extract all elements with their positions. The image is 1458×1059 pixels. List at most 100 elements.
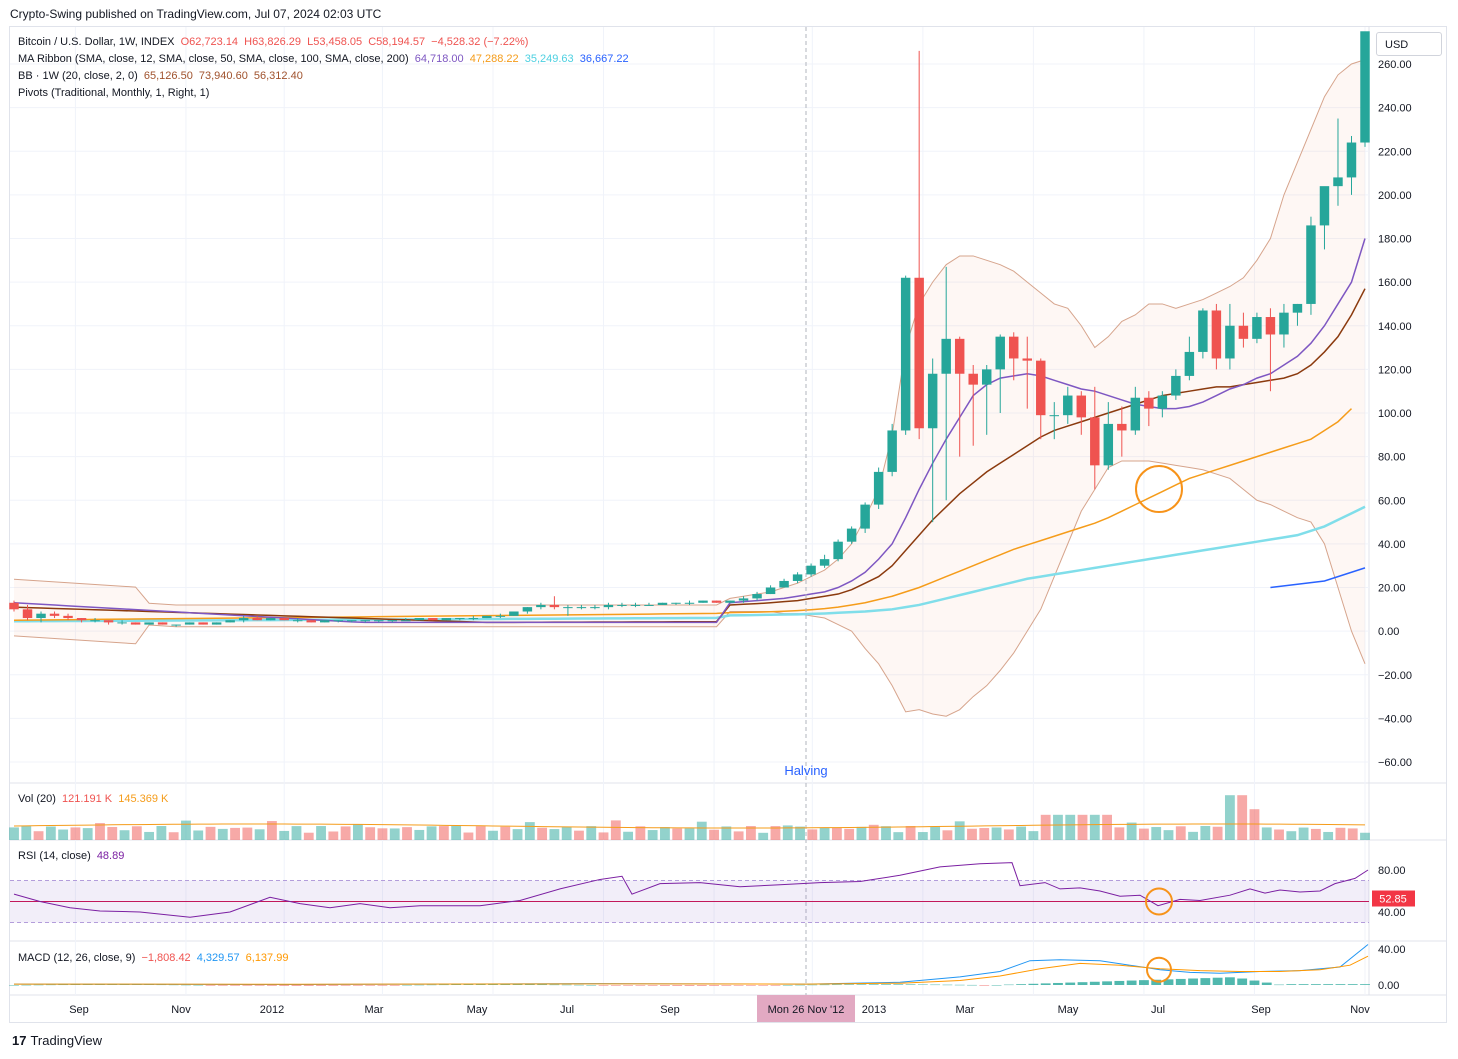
macd-hist-bar-21 bbox=[267, 985, 277, 986]
y-tick-label-0: 260.00 bbox=[1378, 59, 1412, 71]
macd-hist-bar-89 bbox=[1102, 981, 1112, 985]
macd-hist-value: −1,808.42 bbox=[141, 952, 191, 964]
macd-hist-bar-18 bbox=[230, 985, 240, 986]
macd-hist-bar-85 bbox=[1053, 982, 1063, 985]
macd-hist-bar-76 bbox=[942, 984, 953, 986]
candle-body-52 bbox=[711, 600, 722, 603]
macd-hist-bar-87 bbox=[1077, 982, 1088, 985]
macd-hist-bar-52 bbox=[647, 985, 658, 986]
candle-body-59 bbox=[806, 565, 816, 575]
macd-hist-bar-90 bbox=[1114, 980, 1125, 985]
macd-hist-bar-63 bbox=[782, 984, 793, 986]
volume-bar-25 bbox=[316, 826, 326, 840]
candle-body-89 bbox=[1211, 310, 1222, 359]
macd-hist-bar-45 bbox=[561, 984, 572, 986]
volume-bar-98 bbox=[1212, 826, 1223, 840]
y-tick-label-6: 140.00 bbox=[1378, 321, 1412, 333]
volume-bar-32 bbox=[402, 827, 412, 840]
volume-bar-46 bbox=[574, 830, 584, 840]
volume-bar-37 bbox=[463, 832, 474, 840]
volume-bar-93 bbox=[1151, 827, 1162, 840]
published-caption: Crypto-Swing published on TradingView.co… bbox=[10, 7, 382, 21]
candle-body-77 bbox=[1049, 415, 1059, 417]
candle-body-30 bbox=[414, 618, 425, 621]
macd-hist-bar-98 bbox=[1212, 977, 1223, 985]
candle-body-18 bbox=[252, 618, 262, 621]
volume-bar-47 bbox=[586, 826, 597, 840]
candle-body-76 bbox=[1036, 360, 1046, 416]
volume-bar-24 bbox=[303, 832, 314, 840]
x-tick-label-0: Sep bbox=[69, 1004, 89, 1016]
volume-bar-72 bbox=[893, 832, 904, 840]
macd-hist-bar-24 bbox=[303, 985, 314, 986]
chart-frame bbox=[9, 26, 1447, 1023]
volume-bar-33 bbox=[414, 829, 425, 840]
y-tick-label-9: 80.00 bbox=[1378, 452, 1406, 464]
rsi-line bbox=[13, 862, 1369, 918]
volume-bar-71 bbox=[881, 826, 891, 840]
volume-bar-15 bbox=[193, 830, 204, 840]
candle-body-38 bbox=[522, 607, 533, 612]
volume-bar-82 bbox=[1016, 826, 1027, 840]
macd-hist-bar-96 bbox=[1188, 978, 1198, 985]
macd-hist-bar-35 bbox=[438, 984, 449, 986]
legend-open: O62,723.14 bbox=[180, 36, 239, 48]
volume-bar-78 bbox=[967, 828, 977, 840]
macd-hist-bar-75 bbox=[930, 984, 941, 986]
candle-body-47 bbox=[644, 604, 654, 606]
candle-body-57 bbox=[779, 580, 789, 588]
candle-body-51 bbox=[698, 600, 708, 603]
candle-body-70 bbox=[954, 338, 965, 374]
candle-body-9 bbox=[130, 622, 141, 625]
candle-body-32 bbox=[441, 618, 452, 621]
volume-bar-101 bbox=[1249, 809, 1260, 840]
macd-hist-bar-103 bbox=[1274, 984, 1284, 986]
macd-hist-bar-31 bbox=[389, 985, 400, 986]
candle-body-15 bbox=[211, 622, 222, 625]
macd-hist-bar-28 bbox=[352, 985, 363, 986]
volume-bar-77 bbox=[954, 821, 965, 840]
candle-body-90 bbox=[1225, 325, 1235, 359]
candle-body-1 bbox=[22, 609, 33, 619]
volume-bar-55 bbox=[684, 828, 695, 840]
macd-legend: MACD (12, 26, close, 9) −1,808.42 4,329.… bbox=[18, 950, 291, 967]
currency-unit-button[interactable]: USD bbox=[1376, 32, 1442, 56]
candle-body-28 bbox=[387, 620, 398, 622]
macd-hist-bar-1 bbox=[21, 984, 32, 986]
volume-bar-60 bbox=[745, 826, 756, 840]
volume-bar-9 bbox=[119, 830, 130, 840]
volume-legend: Vol (20) 121.191 K 145.369 K bbox=[18, 791, 171, 808]
candle-body-58 bbox=[792, 574, 803, 581]
candle-body-17 bbox=[238, 618, 249, 621]
volume-bar-1 bbox=[21, 826, 32, 840]
volume-bar-42 bbox=[524, 822, 535, 840]
macd-hist-bar-5 bbox=[70, 984, 81, 985]
candle-body-74 bbox=[1009, 336, 1019, 359]
macd-hist-bar-42 bbox=[524, 984, 535, 985]
candle-body-92 bbox=[1252, 317, 1262, 339]
macd-hist-bar-59 bbox=[733, 985, 744, 986]
macd-hist-bar-17 bbox=[217, 985, 228, 986]
volume-bar-11 bbox=[144, 831, 155, 840]
candle-body-22 bbox=[306, 620, 316, 623]
macd-hist-bar-72 bbox=[893, 984, 904, 985]
candle-body-87 bbox=[1184, 351, 1195, 376]
macd-hist-bar-3 bbox=[45, 984, 56, 986]
y-tick-label-7: 120.00 bbox=[1378, 364, 1412, 376]
candle-body-46 bbox=[630, 604, 641, 606]
rsi-legend: RSI (14, close) 48.89 bbox=[18, 848, 127, 865]
candle-body-3 bbox=[49, 613, 60, 616]
candle-body-55 bbox=[752, 594, 762, 599]
volume-bar-75 bbox=[930, 826, 941, 840]
volume-bar-103 bbox=[1274, 829, 1284, 840]
rsi-label: RSI (14, close) bbox=[18, 850, 91, 862]
macd-hist-bar-97 bbox=[1200, 978, 1211, 985]
candle-body-82 bbox=[1117, 423, 1127, 431]
macd-hist-bar-78 bbox=[967, 984, 977, 986]
candle-body-63 bbox=[860, 504, 870, 529]
macd-hist-bar-34 bbox=[426, 984, 437, 986]
candle-body-53 bbox=[725, 600, 735, 603]
volume-bar-23 bbox=[291, 826, 302, 840]
candle-body-91 bbox=[1238, 325, 1249, 339]
